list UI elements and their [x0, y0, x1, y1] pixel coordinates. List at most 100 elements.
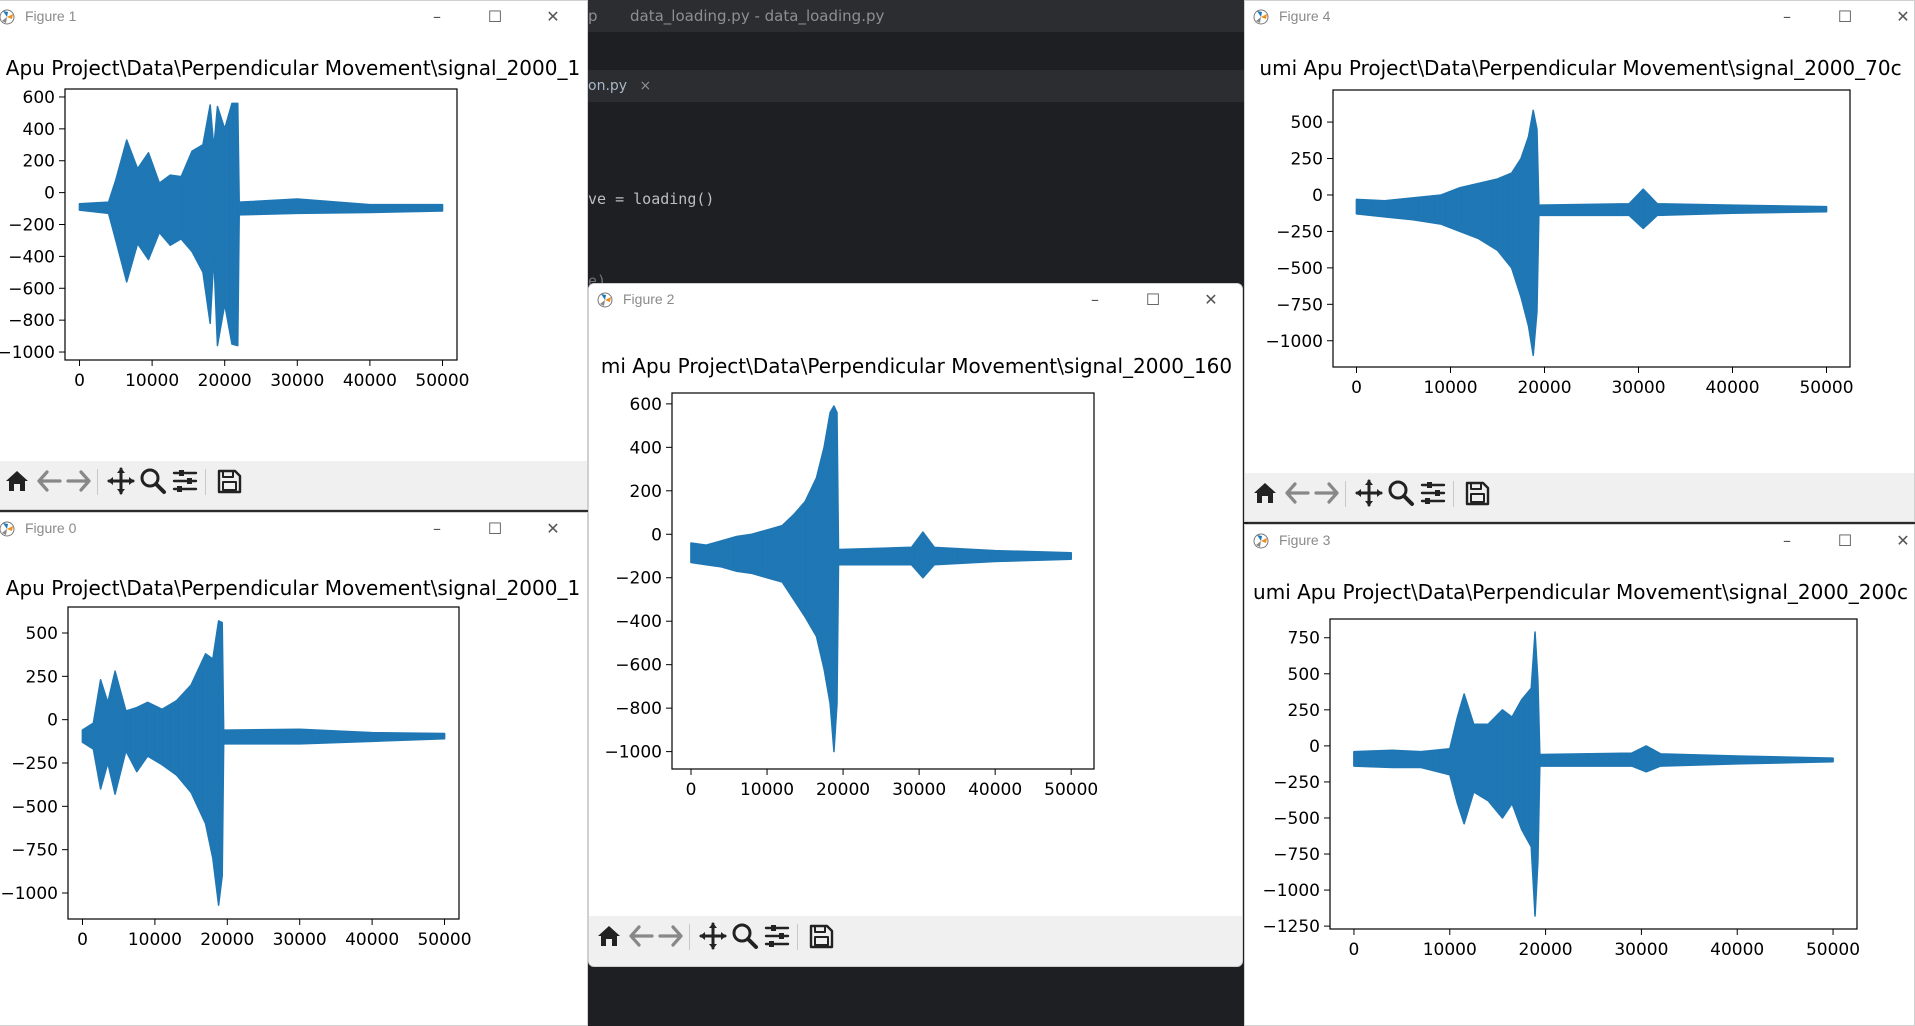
figure-plot[interactable]: umi Apu Project\Data\Perpendicular Movem…	[1245, 33, 1915, 473]
ide-title-bar: p data_loading.py - data_loading.py	[588, 0, 1248, 32]
minimize-icon[interactable]: –	[433, 519, 441, 538]
zoom-magnifier-icon[interactable]	[139, 467, 167, 495]
figure-plot[interactable]: Apu Project\Data\Perpendicular Movement\…	[0, 545, 588, 1026]
maximize-icon[interactable]: ☐	[487, 7, 503, 26]
minimize-icon[interactable]: –	[433, 7, 441, 26]
navigation-toolbar	[1245, 473, 1914, 521]
plot-axes-frame	[1329, 618, 1858, 930]
save-icon[interactable]	[807, 922, 835, 950]
pan-move-icon[interactable]	[699, 922, 727, 950]
pan-move-icon[interactable]	[1355, 479, 1383, 507]
x-tick-label: 30000	[1611, 378, 1665, 398]
window-title-bar[interactable]: Figure 1 – ☐ ✕	[0, 1, 587, 33]
window-title-bar[interactable]: Figure 3 – ☐ ✕	[1245, 525, 1914, 557]
x-tick-label: 0	[1351, 378, 1362, 398]
y-tick-label: −500	[11, 797, 58, 817]
plot-title: umi Apu Project\Data\Perpendicular Movem…	[1253, 580, 1908, 604]
x-tick-label: 10000	[125, 371, 179, 391]
subplot-config-icon[interactable]	[763, 922, 791, 950]
minimize-icon[interactable]: –	[1091, 290, 1099, 309]
close-icon[interactable]: ✕	[1896, 7, 1910, 26]
figure-window[interactable]: Figure 3 – ☐ ✕ umi Apu Project\Data\Perp…	[1244, 524, 1915, 1026]
subplot-config-icon[interactable]	[171, 467, 199, 495]
close-icon[interactable]: ✕	[546, 519, 560, 538]
maximize-icon[interactable]: ☐	[1145, 290, 1161, 309]
maximize-icon[interactable]: ☐	[1837, 531, 1853, 550]
matplotlib-logo-icon	[0, 521, 15, 537]
back-arrow-icon[interactable]	[627, 922, 655, 950]
plot-title: mi Apu Project\Data\Perpendicular Moveme…	[601, 354, 1232, 378]
y-tick-label: 500	[26, 624, 58, 644]
figure-window[interactable]: Figure 0 – ☐ ✕ Apu Project\Data\Perpendi…	[0, 512, 588, 1026]
x-tick-label: 0	[77, 930, 88, 950]
x-tick-label: 50000	[417, 930, 471, 950]
zoom-magnifier-icon[interactable]	[731, 922, 759, 950]
window-title: Figure 1	[25, 8, 77, 24]
y-tick-label: −750	[1276, 295, 1323, 315]
signal-series	[1355, 109, 1828, 357]
close-icon[interactable]: ✕	[1896, 531, 1910, 550]
y-tick-label: 250	[1291, 150, 1323, 170]
x-tick-label: 40000	[345, 930, 399, 950]
home-icon[interactable]	[3, 467, 31, 495]
y-tick-label: −600	[615, 656, 662, 676]
x-tick-label: 0	[686, 780, 697, 800]
y-tick-label: −600	[8, 279, 55, 299]
y-tick-label: −400	[8, 247, 55, 267]
plot-axes-frame	[67, 606, 460, 920]
zoom-magnifier-icon[interactable]	[1387, 479, 1415, 507]
matplotlib-logo-icon	[1253, 9, 1269, 25]
signal-spikes	[78, 103, 444, 346]
signal-spikes	[81, 621, 446, 900]
y-tick-label: −500	[1276, 259, 1323, 279]
forward-arrow-icon[interactable]	[65, 467, 93, 495]
subplot-config-icon[interactable]	[1419, 479, 1447, 507]
x-tick-label: 10000	[1423, 378, 1477, 398]
home-icon[interactable]	[595, 922, 623, 950]
y-tick-label: −200	[615, 569, 662, 589]
y-tick-label: 500	[1288, 665, 1320, 685]
back-arrow-icon[interactable]	[1283, 479, 1311, 507]
y-tick-label: 0	[1309, 737, 1320, 757]
minimize-icon[interactable]: –	[1783, 531, 1791, 550]
save-icon[interactable]	[215, 467, 243, 495]
close-icon[interactable]: ✕	[546, 7, 560, 26]
window-title-bar[interactable]: Figure 0 – ☐ ✕	[0, 513, 587, 545]
x-tick-label: 20000	[200, 930, 254, 950]
figure-window[interactable]: Figure 2 – ☐ ✕ mi Apu Project\Data\Perpe…	[588, 283, 1243, 967]
ide-editor-tab[interactable]: on.py ×	[588, 78, 651, 94]
y-tick-label: −800	[8, 311, 55, 331]
ide-tab-bar: on.py ×	[588, 70, 1248, 103]
y-tick-label: −800	[615, 699, 662, 719]
forward-arrow-icon[interactable]	[657, 922, 685, 950]
matplotlib-logo-icon	[597, 292, 613, 308]
y-tick-label: −250	[1273, 773, 1320, 793]
y-tick-label: 600	[23, 88, 55, 108]
signal-series	[1353, 631, 1834, 917]
forward-arrow-icon[interactable]	[1313, 479, 1341, 507]
y-tick-label: 400	[23, 120, 55, 140]
home-icon[interactable]	[1251, 479, 1279, 507]
figure-window[interactable]: Figure 1 – ☐ ✕ Apu Project\Data\Perpendi…	[0, 0, 588, 510]
save-icon[interactable]	[1463, 479, 1491, 507]
figure-plot[interactable]: Apu Project\Data\Perpendicular Movement\…	[0, 33, 588, 461]
ide-title-fragment: p	[588, 7, 598, 25]
window-title: Figure 4	[1279, 8, 1331, 24]
y-tick-label: 600	[630, 395, 662, 415]
figure-window[interactable]: Figure 4 – ☐ ✕ umi Apu Project\Data\Perp…	[1244, 0, 1915, 522]
pan-move-icon[interactable]	[107, 467, 135, 495]
figure-plot[interactable]: umi Apu Project\Data\Perpendicular Movem…	[1245, 557, 1915, 1026]
figure-plot[interactable]: mi Apu Project\Data\Perpendicular Moveme…	[589, 316, 1243, 916]
back-arrow-icon[interactable]	[35, 467, 63, 495]
ide-tab-close-icon[interactable]: ×	[639, 78, 652, 94]
y-tick-label: 200	[23, 152, 55, 172]
plot-axes-frame	[1332, 89, 1851, 368]
close-icon[interactable]: ✕	[1204, 290, 1218, 309]
window-title-bar[interactable]: Figure 4 – ☐ ✕	[1245, 1, 1914, 33]
minimize-icon[interactable]: –	[1783, 7, 1791, 26]
toolbar-separator	[1453, 481, 1454, 507]
maximize-icon[interactable]: ☐	[1837, 7, 1853, 26]
plot-title: umi Apu Project\Data\Perpendicular Movem…	[1259, 56, 1901, 80]
maximize-icon[interactable]: ☐	[487, 519, 503, 538]
window-title-bar[interactable]: Figure 2 – ☐ ✕	[589, 284, 1242, 316]
